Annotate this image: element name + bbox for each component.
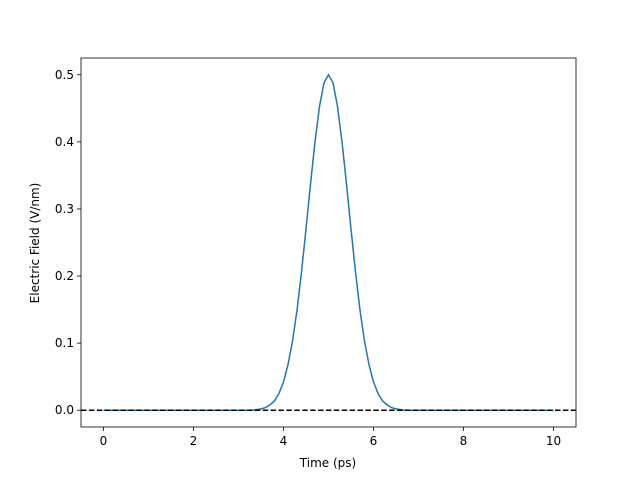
line-series xyxy=(103,73,554,411)
x-tick-label: 8 xyxy=(460,434,468,448)
x-tick-label: 4 xyxy=(280,434,288,448)
x-tick-label: 6 xyxy=(370,434,378,448)
y-tick-label: 0.0 xyxy=(55,403,74,417)
y-tick-label: 0.3 xyxy=(55,202,74,216)
x-tick-label: 10 xyxy=(546,434,561,448)
plot-frame xyxy=(80,57,577,428)
x-tick-label: 2 xyxy=(190,434,198,448)
y-tick-label: 0.4 xyxy=(55,135,74,149)
y-tick-label: 0.5 xyxy=(55,68,74,82)
y-tick-label: 0.2 xyxy=(55,269,74,283)
y-axis-label: Electric Field (V/nm) xyxy=(28,183,42,304)
x-tick-label: 0 xyxy=(100,434,108,448)
y-tick-label: 0.1 xyxy=(55,336,74,350)
x-axis-label: Time (ps) xyxy=(299,456,356,470)
